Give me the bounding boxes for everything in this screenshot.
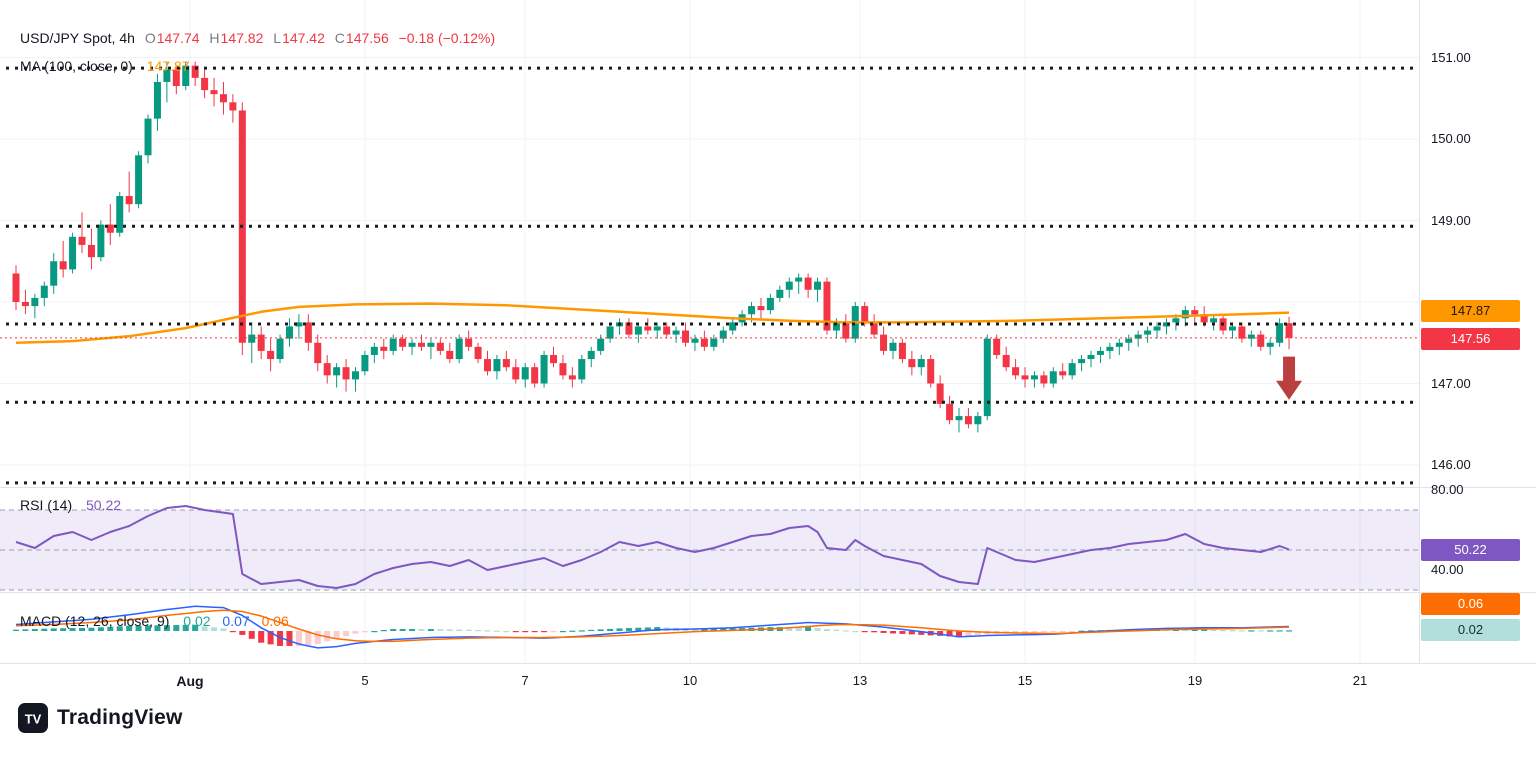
candlesticks	[12, 61, 1293, 433]
close-value: 147.56	[345, 30, 389, 46]
time-axis-label: 5	[361, 673, 369, 688]
time-axis-label: 15	[1017, 673, 1033, 688]
open-value: 147.74	[156, 30, 200, 46]
rsi-value: 50.22	[86, 497, 122, 513]
time-axis-label: 19	[1187, 673, 1203, 688]
price-axis-label: 151.00	[1431, 49, 1471, 65]
open-label: O	[144, 30, 156, 46]
time-axis-label: 13	[852, 673, 868, 688]
change-value: −0.18 (−0.12%)	[398, 30, 496, 46]
low-label: L	[273, 30, 282, 46]
macd-signal-value: 0.06	[261, 613, 289, 629]
rsi-line	[15, 505, 1290, 589]
symbol-title[interactable]: USD/JPY Spot, 4h	[20, 30, 135, 46]
grid-lines	[0, 0, 1419, 663]
horizontal-line-drawings[interactable]	[6, 66, 1415, 485]
ma-label[interactable]: MA (100, close, 0)	[20, 58, 133, 74]
tradingview-logo-icon: TV	[18, 703, 48, 733]
price-axis-label: 150.00	[1431, 131, 1471, 146]
pane-separator[interactable]	[0, 592, 1536, 593]
time-axis-label: Aug	[176, 673, 204, 689]
macd-hist-value: 0.02	[183, 613, 211, 629]
svg-text:TV: TV	[25, 712, 42, 727]
ma-legend[interactable]: MA (100, close, 0) 147.87	[20, 58, 196, 74]
chart-canvas[interactable]	[0, 0, 1419, 663]
price-axis-label: 147.00	[1431, 375, 1471, 391]
rsi-legend[interactable]: RSI (14) 50.22	[20, 497, 127, 513]
last-price-badge: 147.56	[1421, 328, 1520, 350]
ma-price-badge: 147.87	[1421, 300, 1520, 322]
rsi-axis-label: 80.00	[1431, 482, 1464, 497]
brand-wordmark: TradingView	[57, 706, 183, 729]
time-axis-label: 10	[682, 673, 698, 688]
rsi-value-badge: 50.22	[1421, 539, 1520, 561]
rsi-axis-label: 40.00	[1431, 562, 1464, 577]
time-axis-label: 7	[521, 673, 529, 688]
close-label: C	[334, 30, 345, 46]
macd-line-value: 0.07	[222, 613, 250, 629]
rsi-label[interactable]: RSI (14)	[20, 497, 73, 513]
time-axis-separator	[0, 663, 1536, 664]
macd-legend[interactable]: MACD (12, 26, close, 9) 0.02 0.07 0.06	[20, 613, 295, 629]
macd-label[interactable]: MACD (12, 26, close, 9)	[20, 613, 170, 629]
tradingview-branding[interactable]: TV TradingView	[18, 703, 183, 733]
price-axis-separator	[1419, 0, 1420, 663]
rsi-band	[0, 509, 1419, 591]
pane-separator[interactable]	[0, 487, 1536, 488]
price-axis-label: 146.00	[1431, 457, 1471, 472]
high-value: 147.82	[220, 30, 264, 46]
ma-value: 147.87	[146, 58, 190, 74]
low-value: 147.42	[282, 30, 325, 46]
high-label: H	[209, 30, 220, 46]
ma100-line	[15, 302, 1290, 345]
down-arrow-drawing[interactable]	[1276, 356, 1303, 400]
macd-hist-badge: 0.02	[1421, 619, 1520, 641]
symbol-legend[interactable]: USD/JPY Spot, 4h O147.74 H147.82 L147.42…	[20, 30, 501, 46]
time-axis-label: 21	[1352, 673, 1368, 688]
macd-signal-line	[15, 609, 1290, 643]
macd-signal-badge: 0.06	[1421, 593, 1520, 615]
price-axis-label: 149.00	[1431, 212, 1471, 228]
